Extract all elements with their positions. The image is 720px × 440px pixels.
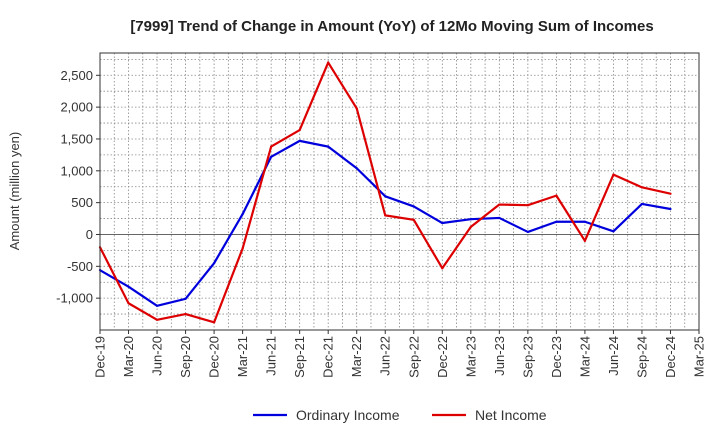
data-point [184, 312, 187, 316]
data-point [355, 167, 358, 170]
data-point [270, 145, 273, 148]
y-tick-label: 2,000 [60, 100, 93, 115]
data-point [555, 220, 558, 223]
y-tick-label: 500 [71, 195, 93, 210]
data-point [155, 318, 159, 321]
legend-label-ordinary-income: Ordinary Income [296, 407, 400, 423]
data-point [612, 230, 615, 233]
legend: Ordinary Income Net Income [253, 407, 547, 423]
data-point [184, 297, 187, 300]
data-point [298, 139, 301, 142]
data-point [640, 186, 644, 189]
data-point [212, 262, 216, 265]
x-tick-label: Dec-19 [93, 336, 108, 378]
x-tick-label: Jun-20 [150, 336, 165, 376]
x-tick-label: Mar-24 [577, 336, 592, 377]
data-point [212, 321, 216, 324]
y-tick-label: 0 [86, 227, 93, 242]
data-point [555, 194, 558, 197]
data-point [669, 192, 672, 195]
x-tick-label: Jun-21 [264, 336, 279, 376]
data-point [469, 218, 472, 221]
x-tick-label: Jun-23 [492, 336, 507, 376]
x-tick-label: Sep-21 [292, 336, 307, 378]
x-tick-label: Dec-22 [435, 336, 450, 378]
data-point [526, 204, 529, 207]
data-point [127, 285, 130, 288]
data-point [498, 203, 501, 206]
x-tick-label: Dec-20 [207, 336, 222, 378]
x-tick-label: Jun-24 [606, 336, 621, 376]
data-point [298, 128, 301, 132]
y-tick-label: 2,500 [60, 68, 93, 83]
x-tick-label: Sep-23 [520, 336, 535, 378]
data-point [412, 205, 415, 208]
data-point [127, 302, 130, 305]
plot-border [99, 52, 700, 331]
y-axis-title: Amount (million yen) [7, 132, 22, 251]
x-tick-label: Sep-22 [406, 336, 421, 378]
legend-label-net-income: Net Income [475, 407, 547, 423]
data-point [441, 221, 444, 225]
data-point [327, 61, 330, 64]
data-point [270, 155, 273, 158]
x-tick-label: Mar-21 [235, 336, 250, 377]
x-tick-label: Jun-22 [378, 336, 393, 376]
x-axis: Dec-19 Mar-20 Jun-20 Sep-20 Dec-20 Mar-21 Jun-… [93, 330, 707, 378]
data-point [583, 239, 587, 242]
y-tick-label: 1,000 [60, 163, 93, 178]
x-tick-label: Sep-24 [634, 336, 649, 378]
data-point [155, 304, 159, 307]
x-tick-label: Mar-23 [463, 336, 478, 377]
x-tick-label: Mar-20 [121, 336, 136, 377]
y-axis: -1,000 -500 0 500 1,000 1,500 2,000 2,500 [56, 68, 100, 306]
x-tick-label: Dec-24 [663, 336, 678, 378]
grid-lines [100, 53, 699, 330]
data-point [241, 213, 244, 216]
data-point [583, 220, 587, 223]
series-layer [98, 61, 672, 324]
chart-title: [7999] Trend of Change in Amount (YoY) o… [130, 18, 653, 35]
y-tick-label: -500 [67, 259, 93, 274]
data-point [384, 195, 387, 198]
data-point [669, 207, 672, 211]
y-tick-label: -1,000 [56, 291, 93, 306]
data-point [384, 214, 387, 217]
x-tick-label: Dec-23 [549, 336, 564, 378]
data-point [355, 107, 358, 110]
data-point [441, 267, 444, 270]
x-tick-label: Sep-20 [178, 336, 193, 378]
x-tick-label: Mar-22 [349, 336, 364, 377]
data-point [469, 225, 472, 228]
data-point [327, 145, 330, 148]
data-point [612, 173, 615, 176]
x-tick-label: Dec-21 [321, 336, 336, 378]
x-tick-label: Mar-25 [692, 336, 707, 377]
data-point [498, 216, 501, 220]
data-point [640, 202, 644, 206]
data-point [241, 247, 244, 250]
data-point [412, 218, 415, 221]
data-point [526, 230, 529, 234]
y-tick-label: 1,500 [60, 131, 93, 146]
